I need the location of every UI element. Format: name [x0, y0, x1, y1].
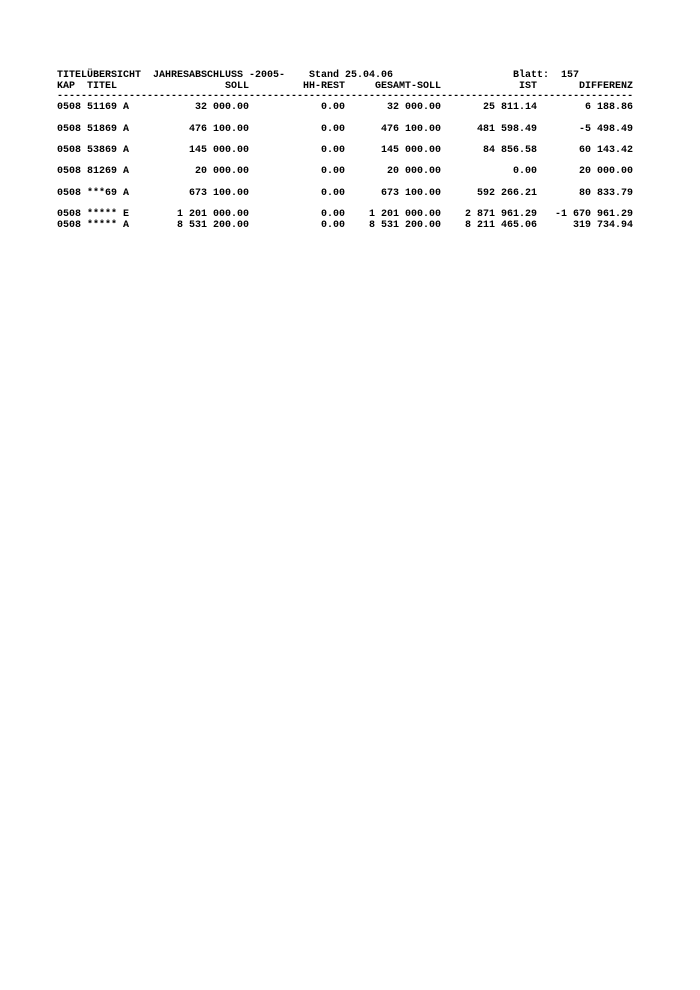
cell-hh-rest: 0.00: [320, 144, 345, 156]
cell-soll: 1 201 000.00: [176, 209, 249, 221]
cell-soll: 20 000.00: [194, 166, 249, 178]
row-kap-titel: 0508 ***69 A: [57, 187, 130, 199]
col-header-ist: IST: [518, 80, 537, 92]
row-kap-titel: 0508 81269 A: [57, 166, 130, 178]
cell-soll: 32 000.00: [194, 102, 249, 114]
cell-gesamt-soll: 673 100.00: [380, 187, 441, 199]
table-row: 0508 53869 A 145 000.00 0.00 145 000.00 …: [57, 145, 633, 156]
cell-ist: 25 811.14: [482, 102, 537, 114]
cell-differenz: -1 670 961.29: [554, 209, 633, 221]
cell-gesamt-soll: 32 000.00: [386, 102, 441, 114]
cell-ist: 0.00: [512, 166, 537, 178]
cell-gesamt-soll: 145 000.00: [380, 144, 441, 156]
cell-soll: 8 531 200.00: [176, 219, 249, 231]
cell-ist: 481 598.49: [476, 123, 537, 135]
cell-differenz: 80 833.79: [578, 187, 633, 199]
blatt-page-number: 157: [561, 70, 580, 81]
cell-hh-rest: 0.00: [320, 102, 345, 114]
cell-ist: 8 211 465.06: [464, 219, 537, 231]
cell-differenz: -5 498.49: [578, 123, 633, 135]
row-kap-titel: 0508 51869 A: [57, 123, 130, 135]
stand-date: Stand 25.04.06: [309, 70, 394, 81]
table-row: 0508 ***** A 8 531 200.00 0.00 8 531 200…: [57, 220, 633, 231]
cell-gesamt-soll: 476 100.00: [380, 123, 441, 135]
cell-differenz: 60 143.42: [578, 144, 633, 156]
cell-hh-rest: 0.00: [320, 187, 345, 199]
cell-hh-rest: 0.00: [320, 209, 345, 221]
row-kap-titel: 0508 51169 A: [57, 102, 130, 114]
row-kap-titel: 0508 ***** A: [57, 219, 130, 231]
report-header-line: TITELÜBERSICHT JAHRESABSCHLUSS -2005- St…: [57, 70, 633, 81]
table-row: 0508 51169 A 32 000.00 0.00 32 000.00 25…: [57, 102, 633, 113]
row-kap-titel: 0508 53869 A: [57, 144, 130, 156]
table-row: 0508 51869 A 476 100.00 0.00 476 100.00 …: [57, 124, 633, 135]
col-header-hh-rest: HH-REST: [302, 80, 345, 92]
cell-soll: 145 000.00: [188, 144, 249, 156]
col-header-gesamt-soll: GESAMT-SOLL: [374, 80, 441, 92]
cell-soll: 476 100.00: [188, 123, 249, 135]
cell-soll: 673 100.00: [188, 187, 249, 199]
col-header-soll: SOLL: [224, 80, 249, 92]
cell-gesamt-soll: 1 201 000.00: [368, 209, 441, 221]
col-header-kap-titel: KAP TITEL: [57, 80, 118, 92]
table-row: 0508 ***** E 1 201 000.00 0.00 1 201 000…: [57, 209, 633, 220]
column-header-line: KAP TITEL SOLL HH-REST GESAMT-SOLL IST D…: [57, 81, 633, 92]
col-header-differenz: DIFFERENZ: [578, 80, 633, 92]
table-row: 0508 81269 A 20 000.00 0.00 20 000.00 0.…: [57, 166, 633, 177]
blatt-label: Blatt:: [513, 70, 550, 81]
cell-differenz: 6 188.86: [584, 102, 633, 114]
cell-hh-rest: 0.00: [320, 219, 345, 231]
cell-differenz: 319 734.94: [572, 219, 633, 231]
cell-ist: 2 871 961.29: [464, 209, 537, 221]
cell-gesamt-soll: 8 531 200.00: [368, 219, 441, 231]
report-title: TITELÜBERSICHT JAHRESABSCHLUSS -2005-: [57, 70, 286, 81]
cell-ist: 592 266.21: [476, 187, 537, 199]
cell-hh-rest: 0.00: [320, 123, 345, 135]
cell-ist: 84 856.58: [482, 144, 537, 156]
cell-gesamt-soll: 20 000.00: [386, 166, 441, 178]
report-document: TITELÜBERSICHT JAHRESABSCHLUSS -2005- St…: [57, 70, 633, 240]
separator-line: ----------------------------------------…: [57, 91, 633, 103]
row-kap-titel: 0508 ***** E: [57, 209, 130, 221]
table-row: 0508 ***69 A 673 100.00 0.00 673 100.00 …: [57, 188, 633, 199]
cell-differenz: 20 000.00: [578, 166, 633, 178]
cell-hh-rest: 0.00: [320, 166, 345, 178]
